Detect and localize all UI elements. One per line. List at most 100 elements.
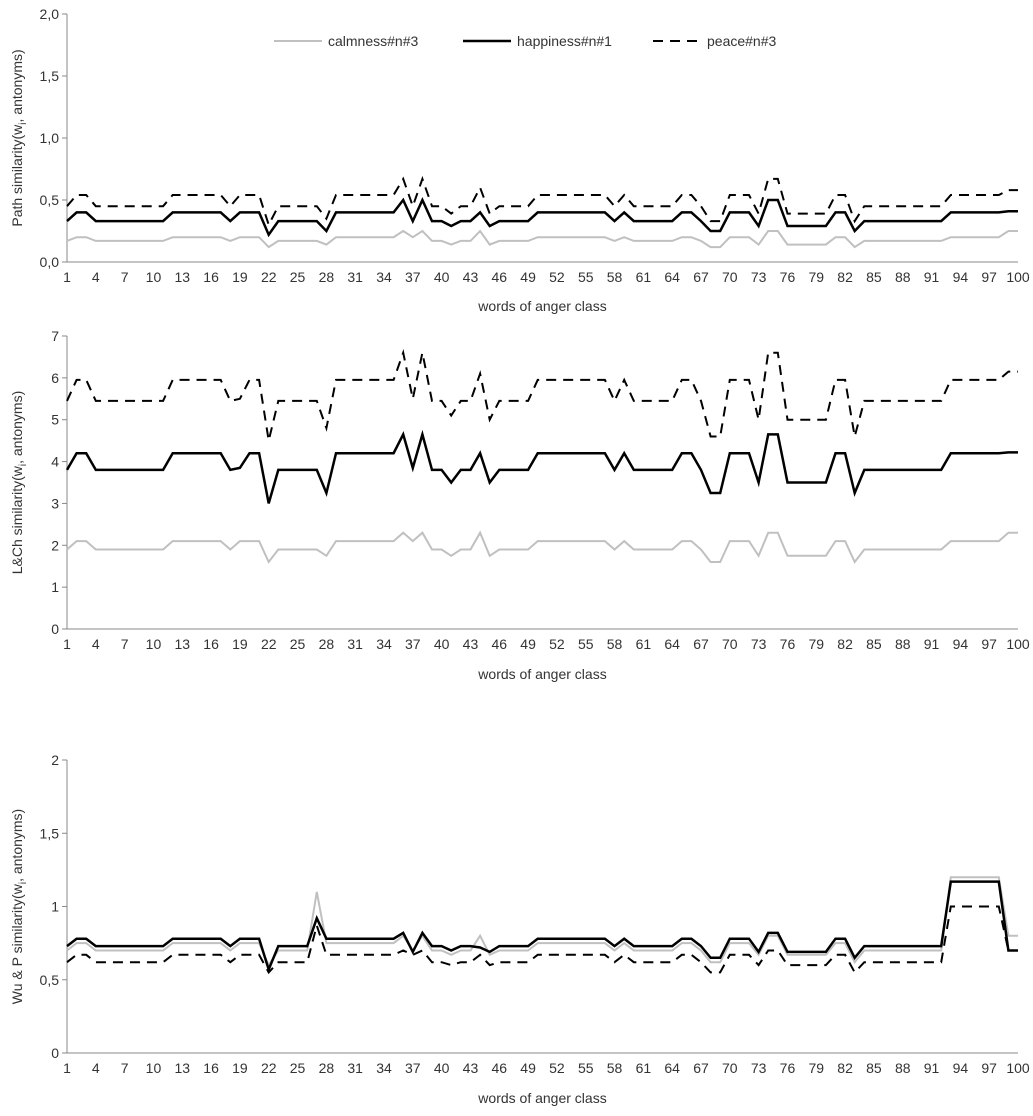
x-tick-label: 82 bbox=[837, 1060, 853, 1076]
x-tick-label: 37 bbox=[405, 269, 421, 285]
x-tick-label: 55 bbox=[578, 269, 594, 285]
x-tick-label: 79 bbox=[808, 269, 824, 285]
x-tick-label: 91 bbox=[924, 1060, 940, 1076]
x-tick-label: 10 bbox=[146, 269, 162, 285]
y-tick-label: 0 bbox=[51, 1045, 59, 1061]
x-tick-label: 7 bbox=[121, 1060, 129, 1076]
x-tick-label: 46 bbox=[491, 636, 507, 652]
x-tick-label: 94 bbox=[953, 636, 969, 652]
x-tick-label: 64 bbox=[664, 1060, 680, 1076]
x-tick-label: 52 bbox=[549, 1060, 565, 1076]
x-tick-label: 28 bbox=[319, 1060, 335, 1076]
x-tick-label: 100 bbox=[1006, 269, 1030, 285]
x-tick-label: 19 bbox=[232, 636, 248, 652]
x-tick-label: 55 bbox=[578, 636, 594, 652]
x-tick-label: 13 bbox=[174, 636, 190, 652]
x-tick-label: 70 bbox=[722, 636, 738, 652]
y-tick-label: 0,0 bbox=[40, 254, 60, 270]
x-tick-label: 97 bbox=[981, 636, 997, 652]
series-line-happiness bbox=[66, 196, 1018, 238]
x-tick-label: 100 bbox=[1006, 636, 1030, 652]
x-tick-label: 10 bbox=[146, 1060, 162, 1076]
series-line-happiness bbox=[65, 429, 1018, 504]
y-tick-label: 2 bbox=[51, 537, 59, 553]
y-axis-title: Wu & P similarity(wi, antonyms) bbox=[9, 809, 29, 1004]
x-tick-label: 22 bbox=[261, 269, 277, 285]
x-tick-label: 70 bbox=[722, 269, 738, 285]
x-tick-label: 67 bbox=[693, 1060, 709, 1076]
legend-label-peace: peace#n#3 bbox=[707, 33, 777, 49]
x-tick-label: 100 bbox=[1006, 1060, 1030, 1076]
x-tick-label: 25 bbox=[290, 269, 306, 285]
legend-label-happiness: happiness#n#1 bbox=[517, 33, 612, 49]
x-tick-label: 19 bbox=[232, 269, 248, 285]
x-tick-label: 13 bbox=[174, 269, 190, 285]
x-tick-label: 76 bbox=[780, 636, 796, 652]
x-tick-label: 1 bbox=[63, 1060, 71, 1076]
x-tick-label: 46 bbox=[491, 269, 507, 285]
x-tick-label: 82 bbox=[837, 269, 853, 285]
x-tick-label: 88 bbox=[895, 269, 911, 285]
y-tick-label: 1,0 bbox=[40, 130, 60, 146]
y-tick-label: 6 bbox=[51, 370, 59, 386]
x-tick-label: 4 bbox=[92, 269, 100, 285]
y-axis-title-part: Wu & P similarity(w bbox=[9, 883, 25, 1004]
x-tick-label: 40 bbox=[434, 269, 450, 285]
legend-label-calmness: calmness#n#3 bbox=[328, 33, 418, 49]
x-tick-label: 16 bbox=[203, 269, 219, 285]
x-tick-label: 73 bbox=[751, 1060, 767, 1076]
y-axis-title-subscript: i bbox=[18, 464, 29, 466]
y-tick-label: 5 bbox=[51, 412, 59, 428]
y-axis-title-subscript: i bbox=[18, 123, 29, 125]
x-tick-label: 25 bbox=[290, 636, 306, 652]
x-tick-label: 67 bbox=[693, 636, 709, 652]
x-tick-label: 7 bbox=[121, 636, 129, 652]
wup-similarity-chart: 0 0,5 1 1,5 2 1 4 7 10 13 16 19 22 25 28 31 34 37 40 43 46 49… bbox=[9, 752, 1030, 1106]
x-tick-label: 34 bbox=[376, 636, 392, 652]
y-axis-title-part: L&Ch similarity(w bbox=[9, 465, 25, 574]
x-tick-label: 64 bbox=[664, 269, 680, 285]
x-tick-label: 49 bbox=[520, 636, 536, 652]
series-line-peace bbox=[66, 905, 1018, 975]
x-tick-label: 91 bbox=[924, 636, 940, 652]
x-tick-label: 16 bbox=[203, 1060, 219, 1076]
x-tick-label: 85 bbox=[866, 269, 882, 285]
y-axis-title-subscript: i bbox=[18, 882, 29, 884]
x-tick-label: 97 bbox=[981, 1060, 997, 1076]
x-axis-title: words of anger class bbox=[477, 298, 606, 314]
y-tick-label: 1 bbox=[51, 899, 59, 915]
x-tick-label: 64 bbox=[664, 636, 680, 652]
x-tick-label: 88 bbox=[895, 1060, 911, 1076]
x-tick-label: 40 bbox=[434, 1060, 450, 1076]
x-tick-label: 34 bbox=[376, 1060, 392, 1076]
x-tick-label: 43 bbox=[463, 269, 479, 285]
y-tick-label: 2 bbox=[51, 752, 59, 768]
x-tick-label: 85 bbox=[866, 1060, 882, 1076]
x-tick-label: 46 bbox=[491, 1060, 507, 1076]
x-tick-label: 19 bbox=[232, 1060, 248, 1076]
x-tick-label: 49 bbox=[520, 1060, 536, 1076]
y-axis-title: Path similarity(wi, antonyms) bbox=[9, 49, 29, 226]
x-tick-label: 31 bbox=[347, 1060, 363, 1076]
x-tick-label: 52 bbox=[549, 636, 565, 652]
series-line-calmness bbox=[66, 876, 1018, 968]
y-tick-label: 1 bbox=[51, 579, 59, 595]
x-tick-label: 94 bbox=[953, 269, 969, 285]
x-tick-label: 10 bbox=[146, 636, 162, 652]
x-tick-label: 31 bbox=[347, 269, 363, 285]
x-tick-label: 61 bbox=[636, 269, 652, 285]
series-line-calmness bbox=[66, 530, 1018, 564]
x-tick-label: 58 bbox=[607, 269, 623, 285]
y-tick-label: 2,0 bbox=[40, 6, 60, 22]
x-tick-label: 22 bbox=[261, 636, 277, 652]
x-tick-label: 22 bbox=[261, 1060, 277, 1076]
x-tick-label: 82 bbox=[837, 636, 853, 652]
x-tick-label: 55 bbox=[578, 1060, 594, 1076]
x-tick-label: 58 bbox=[607, 1060, 623, 1076]
x-tick-label: 76 bbox=[780, 1060, 796, 1076]
x-axis-title: words of anger class bbox=[477, 666, 606, 682]
x-tick-label: 76 bbox=[780, 269, 796, 285]
y-axis-title-part: , antonyms) bbox=[9, 391, 25, 464]
